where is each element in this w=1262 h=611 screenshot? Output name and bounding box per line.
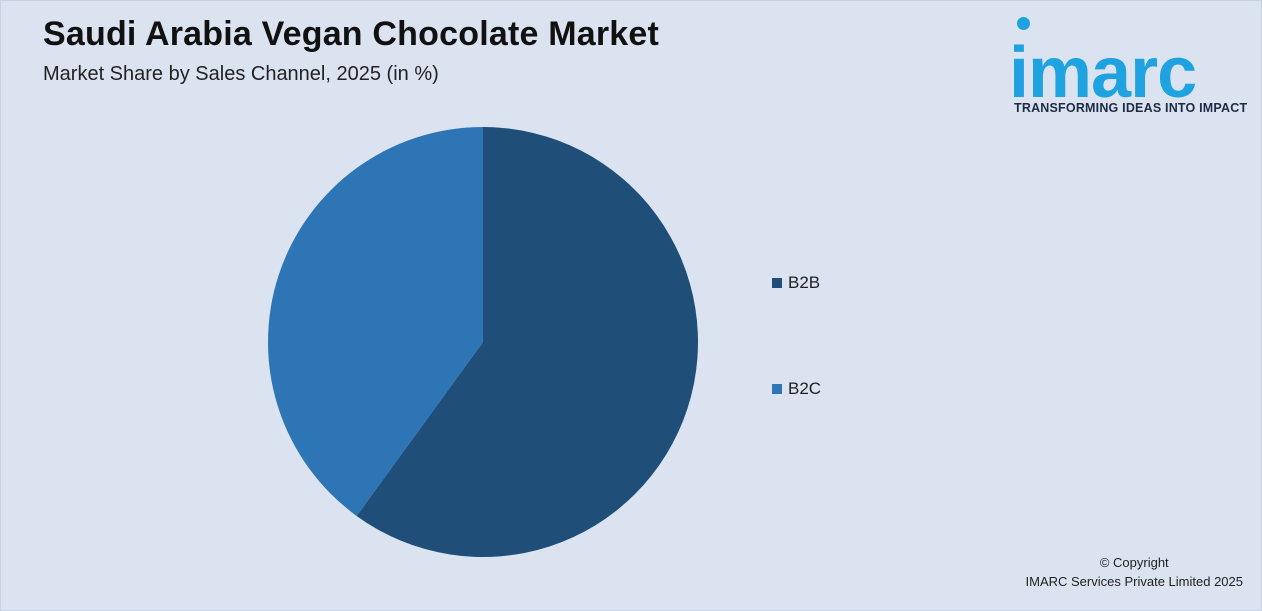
logo-tagline: TRANSFORMING IDEAS INTO IMPACT: [1014, 101, 1248, 115]
legend-label-b2c: B2C: [788, 379, 822, 398]
legend-label-b2b: B2B: [788, 273, 821, 292]
logo-dot-icon: [1017, 17, 1030, 30]
chart-subtitle: Market Share by Sales Channel, 2025 (in …: [43, 63, 439, 85]
legend-swatch-b2c: [772, 384, 782, 394]
copyright-line-1: © Copyright: [1099, 555, 1169, 570]
pie-slice-b2b: [356, 127, 698, 557]
legend-swatch-b2b: [772, 278, 782, 288]
pie-slice-b2c: [267, 126, 483, 516]
imarc-logo: imarc TRANSFORMING IDEAS INTO IMPACT: [1009, 13, 1253, 119]
chart-title: Saudi Arabia Vegan Chocolate Market: [43, 15, 660, 53]
legend-item-b2c: B2C: [772, 379, 821, 399]
logo-wordmark: imarc: [1009, 33, 1197, 113]
copyright-notice: © Copyright IMARC Services Private Limit…: [1026, 553, 1243, 591]
legend-item-b2b: B2B: [772, 273, 820, 293]
copyright-line-2: IMARC Services Private Limited 2025: [1025, 574, 1243, 589]
